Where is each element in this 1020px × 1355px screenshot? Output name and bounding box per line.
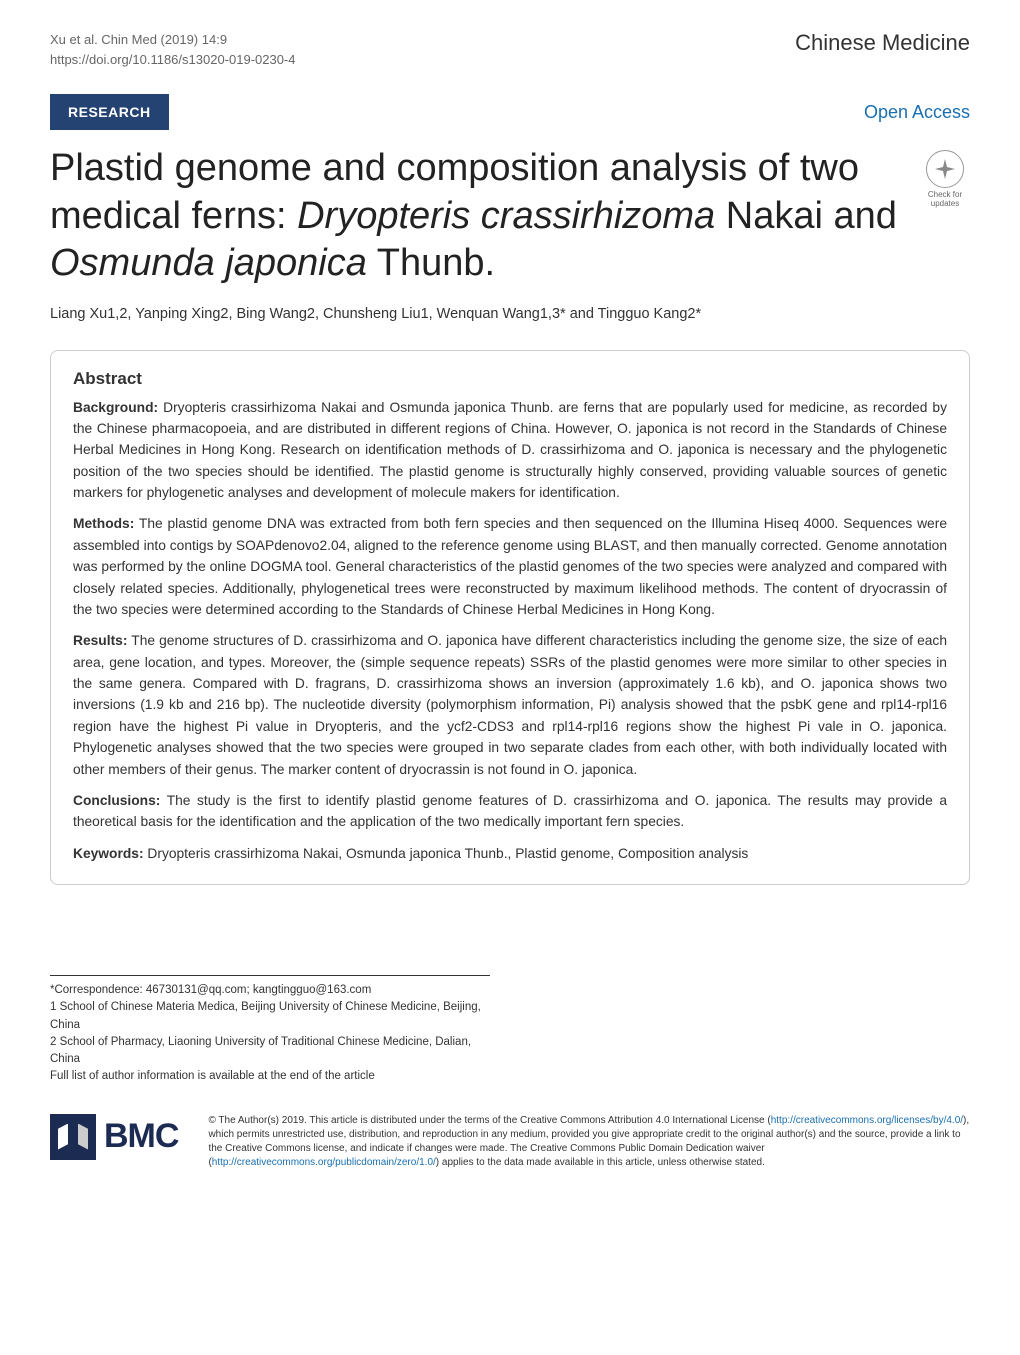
affiliation-2: 2 School of Pharmacy, Liaoning Universit… <box>50 1034 490 1069</box>
authors-line: Liang Xu1,2, Yanping Xing2, Bing Wang2, … <box>0 288 1020 322</box>
conclusions-label: Conclusions: <box>73 793 160 808</box>
citation-line: Xu et al. Chin Med (2019) 14:9 <box>50 30 296 50</box>
abstract-box: Abstract Background: Dryopteris crassirh… <box>50 350 970 886</box>
crossmark-badge[interactable]: Check forupdates <box>920 150 970 210</box>
license-link-2[interactable]: http://creativecommons.org/publicdomain/… <box>212 1157 436 1168</box>
keywords-text: Dryopteris crassirhizoma Nakai, Osmunda … <box>144 846 749 861</box>
crossmark-icon <box>926 150 964 188</box>
methods-text: The plastid genome DNA was extracted fro… <box>73 516 947 617</box>
header-left: Xu et al. Chin Med (2019) 14:9 https://d… <box>50 30 296 69</box>
footer-bottom: BMC © The Author(s) 2019. This article i… <box>0 1086 1020 1200</box>
article-title: Plastid genome and composition analysis … <box>50 145 905 288</box>
license-text: © The Author(s) 2019. This article is di… <box>208 1114 970 1170</box>
license-link-1[interactable]: http://creativecommons.org/licenses/by/4… <box>771 1115 963 1126</box>
correspondence-line: *Correspondence: 46730131@qq.com; kangti… <box>50 982 490 999</box>
section-bar: RESEARCH Open Access <box>50 94 970 130</box>
abstract-heading: Abstract <box>73 369 947 389</box>
affiliation-note: Full list of author information is avail… <box>50 1068 490 1085</box>
abstract-conclusions: Conclusions: The study is the first to i… <box>73 790 947 833</box>
open-access-label: Open Access <box>864 102 970 123</box>
bmc-logo: BMC <box>50 1114 178 1160</box>
article-type-badge: RESEARCH <box>50 94 169 130</box>
correspondence-block: *Correspondence: 46730131@qq.com; kangti… <box>50 975 490 1086</box>
abstract-background: Background: Dryopteris crassirhizoma Nak… <box>73 397 947 504</box>
title-row: Plastid genome and composition analysis … <box>0 130 1020 288</box>
methods-label: Methods: <box>73 516 134 531</box>
crossmark-text: Check forupdates <box>928 191 962 209</box>
abstract-results: Results: The genome structures of D. cra… <box>73 630 947 780</box>
doi-line: https://doi.org/10.1186/s13020-019-0230-… <box>50 50 296 70</box>
bmc-logo-text: BMC <box>104 1117 178 1156</box>
results-label: Results: <box>73 633 127 648</box>
background-text: Dryopteris crassirhizoma Nakai and Osmun… <box>73 400 947 501</box>
affiliation-1: 1 School of Chinese Materia Medica, Beij… <box>50 999 490 1034</box>
keywords-label: Keywords: <box>73 846 144 861</box>
journal-name: Chinese Medicine <box>795 30 970 56</box>
bmc-logo-icon <box>50 1114 96 1160</box>
background-label: Background: <box>73 400 158 415</box>
keywords-line: Keywords: Dryopteris crassirhizoma Nakai… <box>73 843 947 864</box>
conclusions-text: The study is the first to identify plast… <box>73 793 947 829</box>
header-top: Xu et al. Chin Med (2019) 14:9 https://d… <box>0 0 1020 69</box>
results-text: The genome structures of D. crassirhizom… <box>73 633 947 776</box>
abstract-methods: Methods: The plastid genome DNA was extr… <box>73 513 947 620</box>
